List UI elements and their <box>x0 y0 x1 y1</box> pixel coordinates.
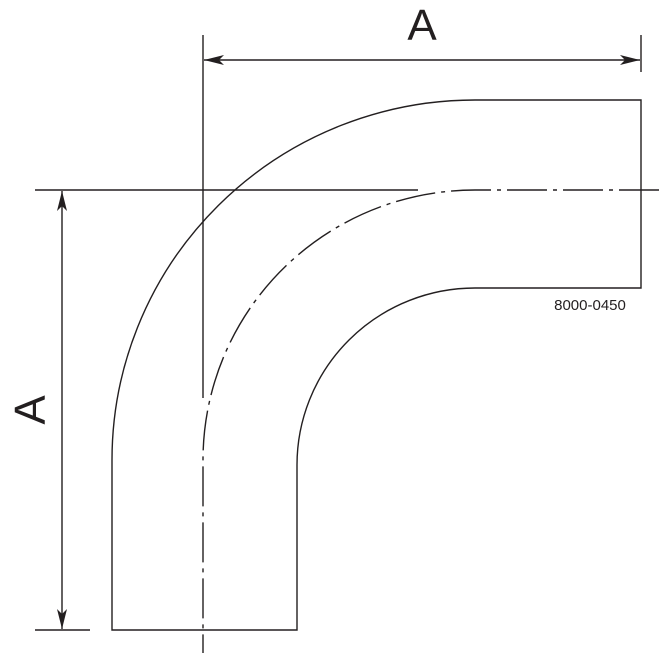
elbow-outline <box>111 99 642 631</box>
centerline <box>202 189 659 653</box>
part-number: 8000-0450 <box>554 297 626 314</box>
dimension-label-left: A <box>6 395 55 425</box>
dimension-label-top: A <box>407 1 437 50</box>
